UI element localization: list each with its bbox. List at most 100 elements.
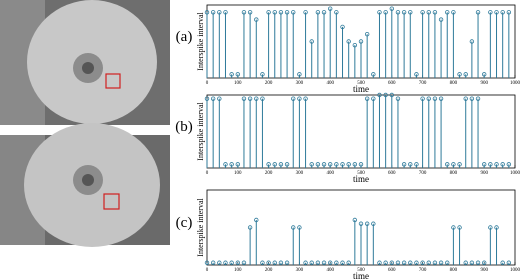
stem-marker (482, 72, 487, 77)
stem-marker (426, 96, 431, 101)
stem-marker (315, 162, 321, 167)
stem-marker (291, 96, 296, 101)
stem-marker (494, 10, 499, 15)
stem-marker (334, 10, 339, 15)
x-tick-label: 200 (265, 268, 273, 273)
stem-marker (358, 39, 364, 44)
x-tick-label: 1000 (510, 81, 521, 86)
stem-marker (371, 96, 376, 101)
stem-marker (488, 162, 493, 167)
stem-marker (284, 10, 290, 15)
stem-marker (488, 10, 493, 15)
stem-marker (488, 225, 493, 230)
x-tick-label: 300 (296, 171, 304, 176)
stem-marker (494, 225, 499, 230)
stem-marker (358, 221, 364, 226)
stem-marker (340, 162, 345, 167)
stem-marker (506, 10, 512, 15)
x-tick-label: 700 (419, 81, 427, 86)
stem-marker (475, 10, 481, 15)
stem-marker (469, 260, 475, 265)
stem-marker (297, 72, 302, 77)
stem-marker (321, 10, 327, 15)
stem-marker (389, 260, 394, 265)
stem-marker (506, 260, 512, 265)
stem-marker (383, 10, 388, 15)
stem-marker (451, 225, 456, 230)
x-tick-label: 100 (234, 171, 242, 176)
stem-marker (266, 10, 271, 15)
stem-marker (204, 96, 210, 101)
stem-marker (371, 72, 376, 77)
stem-marker (254, 217, 259, 223)
x-tick-label: 200 (265, 171, 273, 176)
y-axis-label: Interspike interval (196, 198, 205, 257)
x-tick-label: 0 (206, 81, 209, 86)
stem-marker (432, 96, 438, 101)
plot-frame (206, 94, 516, 169)
stem-marker (309, 162, 314, 167)
disc-hole (82, 62, 94, 74)
stem-marker (463, 96, 468, 101)
stem-marker (235, 260, 240, 265)
stem-marker (235, 162, 240, 167)
stem-marker (272, 260, 277, 265)
stem-marker (469, 39, 475, 44)
disc-hole (82, 174, 94, 186)
panel-label: (a) (176, 29, 193, 45)
stem-marker (414, 162, 419, 167)
stem-marker (260, 260, 265, 265)
stem-marker (438, 17, 444, 22)
stem-marker (315, 260, 321, 265)
stem-marker (309, 260, 314, 265)
x-tick-label: 200 (265, 81, 273, 86)
stem-marker (272, 10, 277, 15)
stem-marker (426, 10, 431, 15)
stem-marker (247, 225, 253, 230)
x-tick-label: 600 (388, 268, 396, 273)
stem-marker (358, 162, 364, 167)
stem-marker (340, 260, 345, 265)
stem-marker (451, 10, 456, 15)
x-tick-label: 400 (326, 268, 334, 273)
x-axis-label: time (353, 174, 369, 184)
stem-marker (482, 260, 487, 265)
stem-marker (241, 96, 247, 101)
stem-marker (241, 260, 247, 265)
stem-marker (346, 162, 351, 167)
stem-marker (334, 162, 339, 167)
stem-marker (278, 162, 284, 167)
stem-marker (395, 96, 401, 101)
stem-marker (229, 260, 234, 265)
stem-marker (457, 72, 462, 77)
stem-marker (432, 10, 438, 15)
stem-marker (352, 217, 358, 223)
stem-marker (389, 6, 394, 11)
x-tick-label: 600 (388, 171, 396, 176)
stem-marker (260, 72, 265, 77)
stem-marker (315, 10, 321, 15)
x-tick-label: 0 (206, 268, 209, 273)
stem-marker (494, 162, 499, 167)
stem-marker (229, 162, 234, 167)
x-tick-label: 500 (357, 268, 365, 273)
stem-marker (506, 162, 512, 167)
stem-marker (272, 162, 277, 167)
stem-marker (475, 96, 481, 101)
stem-marker (247, 96, 253, 101)
x-tick-label: 700 (419, 268, 427, 273)
stem-marker (364, 32, 370, 37)
stem-marker (469, 96, 475, 101)
roi-box (103, 193, 120, 210)
stem-marker (297, 96, 302, 101)
x-tick-label: 400 (326, 81, 334, 86)
x-tick-label: 1000 (510, 268, 521, 273)
stem-marker (235, 72, 240, 77)
stem-marker (438, 96, 444, 101)
x-tick-label: 900 (480, 81, 488, 86)
stem-marker (475, 260, 481, 265)
stem-marker (223, 162, 228, 167)
stem-marker (291, 10, 296, 15)
stem-marker (371, 221, 376, 226)
stem-marker (266, 260, 271, 265)
